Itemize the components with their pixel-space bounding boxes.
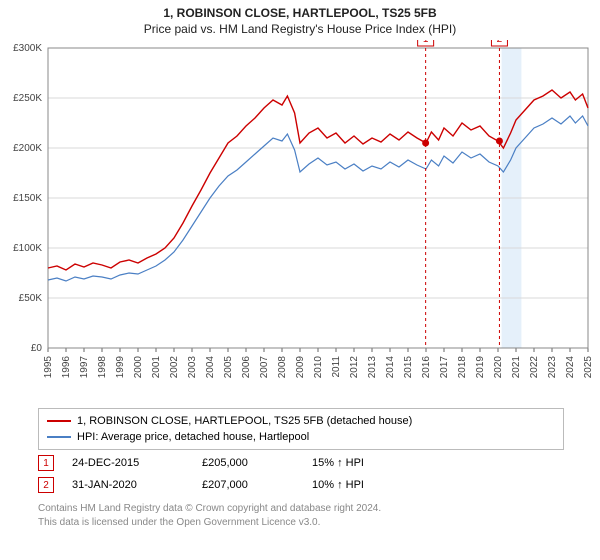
svg-text:2011: 2011	[331, 356, 342, 378]
line-chart-svg: £0 £50K £100K £150K £200K £250K £300K 1995 1996 1…	[0, 40, 600, 400]
svg-text:2013: 2013	[367, 356, 378, 379]
svg-text:2002: 2002	[169, 356, 180, 379]
svg-text:£100K: £100K	[13, 243, 42, 254]
svg-text:1: 1	[423, 40, 429, 45]
svg-text:2001: 2001	[151, 356, 162, 379]
svg-text:£300K: £300K	[13, 43, 42, 54]
svg-text:2005: 2005	[223, 356, 234, 379]
svg-text:2009: 2009	[295, 356, 306, 379]
svg-text:2004: 2004	[205, 356, 216, 379]
svg-text:2025: 2025	[583, 356, 594, 379]
svg-text:2006: 2006	[241, 356, 252, 379]
svg-text:£150K: £150K	[13, 193, 42, 204]
svg-text:2021: 2021	[511, 356, 522, 379]
svg-text:£200K: £200K	[13, 143, 42, 154]
svg-text:2000: 2000	[133, 356, 144, 379]
svg-text:2024: 2024	[565, 356, 576, 379]
sale-row: 2 31-JAN-2020 £207,000 10% ↑ HPI	[38, 474, 564, 496]
svg-text:1998: 1998	[97, 356, 108, 379]
svg-text:2003: 2003	[187, 356, 198, 379]
svg-text:2015: 2015	[403, 356, 414, 379]
svg-text:2007: 2007	[259, 356, 270, 379]
legend-item: HPI: Average price, detached house, Hart…	[47, 429, 555, 445]
sale-row: 1 24-DEC-2015 £205,000 15% ↑ HPI	[38, 452, 564, 474]
svg-text:2010: 2010	[313, 356, 324, 379]
svg-text:2008: 2008	[277, 356, 288, 379]
svg-text:1997: 1997	[79, 356, 90, 379]
svg-text:£0: £0	[31, 343, 43, 354]
svg-text:£250K: £250K	[13, 93, 42, 104]
sales-table: 1 24-DEC-2015 £205,000 15% ↑ HPI 2 31-JA…	[38, 452, 564, 496]
svg-text:2020: 2020	[493, 356, 504, 379]
svg-text:1996: 1996	[61, 356, 72, 379]
legend-label: HPI: Average price, detached house, Hart…	[77, 431, 309, 443]
svg-text:2022: 2022	[529, 356, 540, 379]
sale-date: 31-JAN-2020	[72, 479, 202, 491]
svg-text:2017: 2017	[439, 356, 450, 379]
chart-subtitle: Price paid vs. HM Land Registry's House …	[0, 20, 600, 38]
footer-line: Contains HM Land Registry data © Crown c…	[38, 502, 564, 516]
chart-container: 1, ROBINSON CLOSE, HARTLEPOOL, TS25 5FB …	[0, 0, 600, 560]
footer-attribution: Contains HM Land Registry data © Crown c…	[38, 502, 564, 529]
svg-text:2012: 2012	[349, 356, 360, 379]
svg-text:2018: 2018	[457, 356, 468, 379]
svg-text:1999: 1999	[115, 356, 126, 379]
sale-price: £207,000	[202, 479, 312, 491]
svg-text:2023: 2023	[547, 356, 558, 379]
chart-plot: £0 £50K £100K £150K £200K £250K £300K 1995 1996 1…	[0, 40, 600, 400]
svg-text:£50K: £50K	[19, 293, 43, 304]
svg-text:2019: 2019	[475, 356, 486, 379]
sale-price: £205,000	[202, 457, 312, 469]
legend-swatch	[47, 420, 71, 422]
svg-text:1995: 1995	[43, 356, 54, 379]
svg-text:2016: 2016	[421, 356, 432, 379]
svg-text:2: 2	[497, 40, 503, 45]
sale-date: 24-DEC-2015	[72, 457, 202, 469]
footer-line: This data is licensed under the Open Gov…	[38, 516, 564, 530]
legend-item: 1, ROBINSON CLOSE, HARTLEPOOL, TS25 5FB …	[47, 413, 555, 429]
chart-title: 1, ROBINSON CLOSE, HARTLEPOOL, TS25 5FB	[0, 0, 600, 20]
sale-marker-box: 1	[38, 455, 54, 471]
sale-hpi: 15% ↑ HPI	[312, 457, 564, 469]
legend: 1, ROBINSON CLOSE, HARTLEPOOL, TS25 5FB …	[38, 408, 564, 450]
svg-text:2014: 2014	[385, 356, 396, 379]
sale-hpi: 10% ↑ HPI	[312, 479, 564, 491]
sale-marker-box: 2	[38, 477, 54, 493]
legend-label: 1, ROBINSON CLOSE, HARTLEPOOL, TS25 5FB …	[77, 415, 412, 427]
legend-swatch	[47, 436, 71, 438]
